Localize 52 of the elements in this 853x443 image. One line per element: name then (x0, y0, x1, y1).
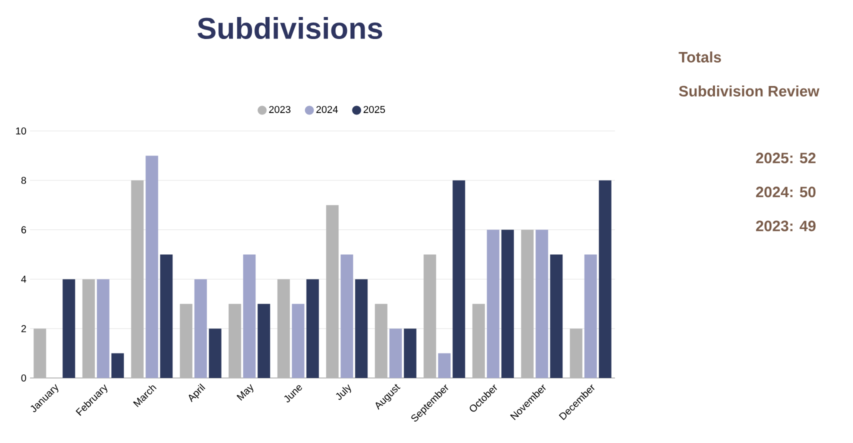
text: 2025: 52 (756, 152, 816, 164)
x-tick-label: July (336, 384, 352, 400)
bar (34, 328, 46, 378)
bar (160, 254, 173, 378)
text: Subdivision Review (678, 85, 820, 96)
text: 2024: 50 (756, 186, 816, 198)
y-tick-label: 8 (21, 176, 26, 184)
bar (62, 279, 76, 378)
bar (131, 180, 144, 378)
bar (292, 304, 304, 378)
bar (550, 254, 563, 378)
bar (228, 304, 242, 378)
bar (389, 328, 402, 378)
bar (111, 353, 124, 378)
bar (96, 279, 110, 378)
y-tick-label: 4 (21, 276, 26, 283)
bar (258, 304, 270, 378)
bar (404, 328, 416, 378)
legend-label: 2024 (316, 106, 338, 114)
bar (472, 304, 485, 378)
text: Totals (678, 51, 721, 62)
bar (598, 180, 612, 378)
bar (277, 279, 290, 378)
y-tick-label: 6 (21, 226, 26, 234)
bar (208, 328, 222, 378)
bar (243, 254, 256, 378)
bar (340, 254, 354, 378)
bar (452, 180, 466, 378)
legend-label: 2025 (364, 106, 385, 114)
bar (521, 230, 534, 378)
y-tick-label: 0 (21, 374, 26, 382)
text: 2023: 49 (756, 220, 816, 232)
bar (146, 156, 158, 378)
y-tick-label: 10 (16, 127, 26, 135)
bar (374, 304, 388, 378)
bar (424, 254, 436, 378)
bar (194, 279, 207, 378)
chart-title: Subdivisions (198, 16, 382, 40)
bar (326, 205, 339, 378)
bar (306, 279, 319, 378)
bar (180, 304, 192, 378)
bar (584, 254, 597, 378)
bar (486, 230, 500, 378)
bar (570, 328, 582, 378)
bar (501, 230, 514, 378)
legend-label: 2023 (269, 106, 290, 114)
y-tick-label: 2 (21, 325, 26, 332)
bar (438, 353, 451, 378)
bar (536, 230, 548, 378)
bar (355, 279, 368, 378)
bar (82, 279, 95, 378)
x-tick-label: May (236, 384, 254, 401)
